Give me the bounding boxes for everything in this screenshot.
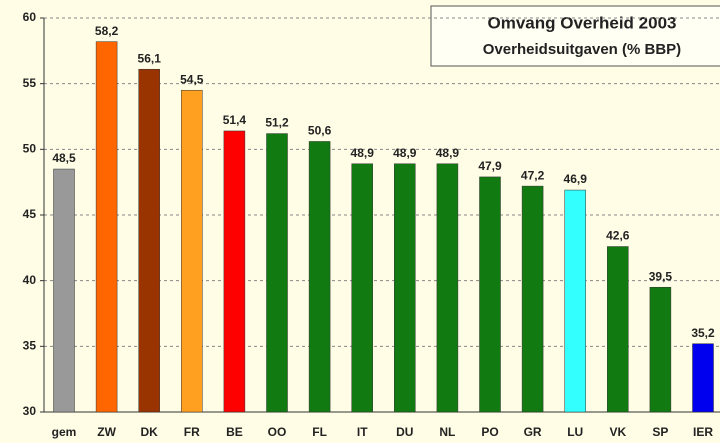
- bar: [223, 130, 246, 413]
- bar: [181, 89, 203, 413]
- data-label: 48,9: [436, 146, 460, 160]
- x-tick-label: PO: [481, 425, 498, 439]
- bar: [436, 163, 459, 413]
- title-box: [430, 5, 720, 67]
- x-tick-label: IT: [357, 425, 368, 439]
- x-tick-label: GR: [524, 425, 542, 439]
- y-tick-label: 50: [23, 142, 37, 156]
- data-label: 47,2: [521, 168, 545, 182]
- data-label: 48,9: [393, 146, 417, 160]
- x-tick-label: SP: [652, 425, 668, 439]
- x-tick-label: VK: [609, 425, 626, 439]
- x-tick-label: IER: [693, 425, 713, 439]
- data-label: 42,6: [606, 229, 630, 243]
- y-tick-label: 40: [23, 273, 37, 287]
- x-tick-label: DK: [141, 425, 159, 439]
- data-label: 56,1: [138, 51, 162, 65]
- bar: [95, 41, 118, 413]
- x-tick-label: LU: [567, 425, 583, 439]
- x-tick-label: BE: [226, 425, 243, 439]
- data-label: 35,2: [691, 326, 715, 340]
- bar: [53, 168, 75, 413]
- chart-title: Omvang Overheid 2003: [488, 13, 677, 32]
- bar: [394, 163, 416, 413]
- y-tick-label: 35: [23, 339, 37, 353]
- y-tick-label: 60: [23, 10, 37, 24]
- bar: [521, 185, 544, 413]
- data-label: 47,9: [478, 159, 502, 173]
- x-tick-label: OO: [268, 425, 287, 439]
- bar: [308, 141, 331, 413]
- bar: [351, 163, 373, 413]
- data-label: 48,9: [351, 146, 375, 160]
- bar: [692, 343, 714, 413]
- bar: [138, 68, 160, 413]
- data-label: 39,5: [649, 269, 673, 283]
- bar: [266, 133, 288, 413]
- data-label: 51,4: [223, 113, 247, 127]
- x-tick-label: gem: [52, 425, 77, 439]
- x-tick-label: ZW: [97, 425, 116, 439]
- x-tick-label: DU: [396, 425, 413, 439]
- data-label: 58,2: [95, 24, 119, 38]
- y-tick-label: 45: [23, 207, 37, 221]
- x-tick-label: FL: [312, 425, 327, 439]
- bar: [564, 189, 586, 413]
- chart-subtitle: Overheidsuitgaven (% BBP): [483, 41, 681, 58]
- data-label: 46,9: [564, 172, 588, 186]
- x-tick-label: FR: [184, 425, 200, 439]
- bar: [479, 176, 501, 413]
- bar: [607, 246, 629, 413]
- data-label: 48,5: [52, 151, 76, 165]
- data-label: 50,6: [308, 124, 332, 138]
- bar: [649, 286, 672, 413]
- x-tick-label: NL: [439, 425, 455, 439]
- y-tick-label: 55: [23, 76, 37, 90]
- y-tick-label: 30: [23, 404, 37, 418]
- data-label: 54,5: [180, 72, 204, 86]
- data-label: 51,2: [265, 116, 289, 130]
